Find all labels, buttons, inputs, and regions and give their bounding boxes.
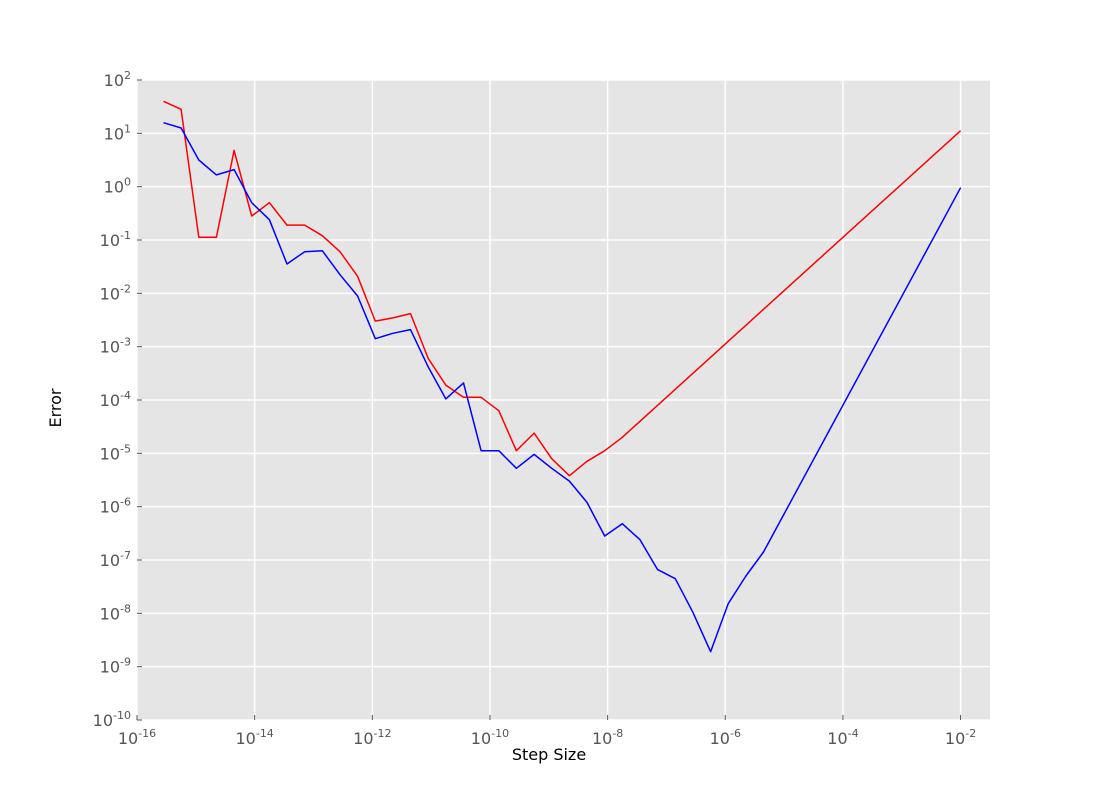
x-tick-label: 10-8 xyxy=(592,727,623,748)
y-tick-label: 102 xyxy=(104,69,131,90)
y-tick-label: 10-8 xyxy=(100,602,131,623)
y-tick-label: 100 xyxy=(104,176,131,197)
x-tick-label: 10-4 xyxy=(827,727,858,748)
y-tick-label: 10-4 xyxy=(100,389,131,410)
y-tick-label: 10-2 xyxy=(100,282,131,303)
y-tick-label: 101 xyxy=(104,122,131,143)
y-axis-label: Error xyxy=(46,388,65,427)
y-tick-labels: 10-10 10-9 10-8 10-7 10-6 10-5 10-4 10-3 10-2 10-… xyxy=(93,69,131,730)
x-tick-label: 10-10 xyxy=(471,727,509,748)
x-tick-label: 10-12 xyxy=(353,727,391,748)
y-tick-label: 10-3 xyxy=(100,336,131,357)
x-tick-label: 10-16 xyxy=(118,727,156,748)
x-tick-label: 10-14 xyxy=(235,727,273,748)
y-tick-label: 10-10 xyxy=(93,709,131,730)
y-tick-label: 10-7 xyxy=(100,549,131,570)
y-tick-label: 10-1 xyxy=(100,229,131,250)
x-axis-label: Step Size xyxy=(512,745,586,764)
y-tick-label: 10-5 xyxy=(100,442,131,463)
x-tick-label: 10-2 xyxy=(945,727,976,748)
y-tick-label: 10-6 xyxy=(100,496,131,517)
x-tick-label: 10-6 xyxy=(710,727,741,748)
y-tick-label: 10-9 xyxy=(100,656,131,677)
